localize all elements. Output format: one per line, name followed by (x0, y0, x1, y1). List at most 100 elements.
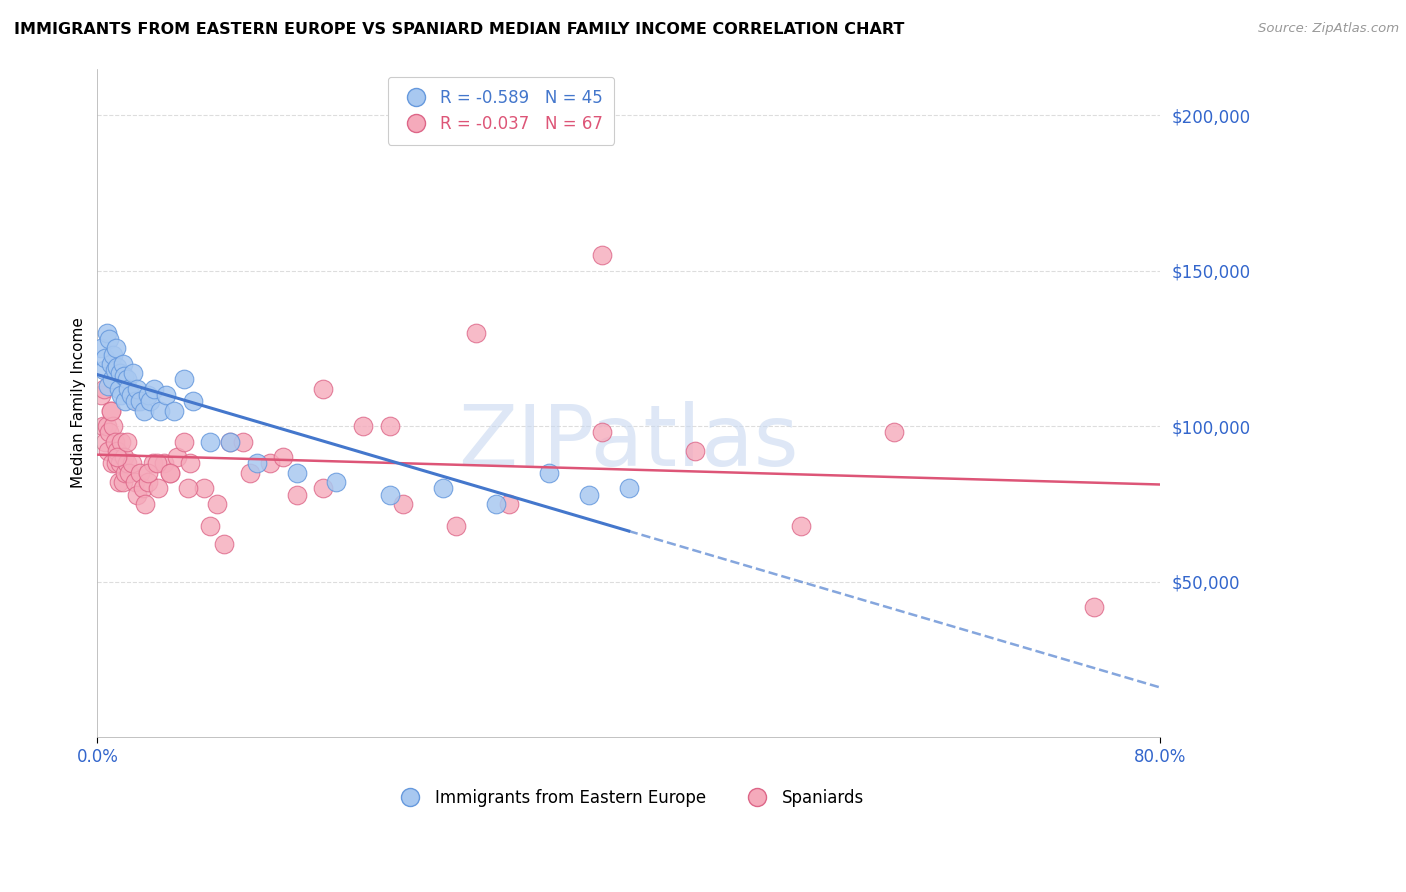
Point (103, 419, 125, 434)
Point (392, 497, 415, 511)
Point (124, 475, 146, 489)
Text: ZIPatlas: ZIPatlas (458, 401, 799, 484)
Point (790, 518, 813, 533)
Point (149, 403, 172, 417)
Point (124, 394, 146, 409)
Point (111, 475, 134, 489)
Y-axis label: Median Family Income: Median Family Income (72, 318, 86, 488)
Point (112, 450, 135, 465)
Point (179, 457, 201, 471)
Point (91, 419, 114, 434)
Point (136, 466, 159, 480)
Point (98, 425, 121, 440)
Point (143, 382, 166, 396)
Point (105, 450, 128, 465)
Point (883, 425, 905, 440)
Point (101, 372, 124, 386)
Point (117, 382, 139, 396)
Point (115, 457, 138, 471)
Point (128, 394, 150, 409)
Point (104, 457, 127, 471)
Point (103, 348, 125, 362)
Point (139, 394, 162, 409)
Point (155, 388, 177, 402)
Point (96, 419, 118, 434)
Text: Source: ZipAtlas.com: Source: ZipAtlas.com (1258, 22, 1399, 36)
Point (485, 497, 508, 511)
Point (111, 357, 134, 371)
Point (239, 466, 262, 480)
Point (108, 366, 131, 380)
Point (232, 434, 254, 449)
Point (148, 481, 170, 495)
Point (127, 382, 149, 396)
Point (212, 537, 235, 551)
Point (127, 394, 149, 409)
Point (115, 434, 138, 449)
Point (181, 394, 204, 409)
Point (176, 481, 198, 495)
Point (259, 457, 281, 471)
Point (325, 475, 347, 489)
Point (96, 326, 118, 340)
Point (94, 434, 117, 449)
Point (163, 403, 186, 417)
Point (465, 326, 488, 340)
Point (498, 497, 520, 511)
Point (108, 457, 131, 471)
Point (1083, 599, 1105, 614)
Point (683, 444, 706, 458)
Point (378, 419, 401, 434)
Point (166, 450, 188, 465)
Point (173, 434, 195, 449)
Point (112, 369, 135, 384)
Point (100, 403, 122, 417)
Point (200, 518, 222, 533)
Point (97, 444, 120, 458)
Point (246, 457, 269, 471)
Point (104, 342, 127, 356)
Point (159, 466, 181, 480)
Point (118, 466, 141, 480)
Point (120, 388, 142, 402)
Point (352, 419, 374, 434)
Point (110, 434, 132, 449)
Point (90, 342, 112, 356)
Point (432, 481, 454, 495)
Text: IMMIGRANTS FROM EASTERN EUROPE VS SPANIARD MEDIAN FAMILY INCOME CORRELATION CHAR: IMMIGRANTS FROM EASTERN EUROPE VS SPANIA… (14, 22, 904, 37)
Point (152, 457, 174, 471)
Point (115, 372, 138, 386)
Point (146, 457, 169, 471)
Point (591, 248, 613, 262)
Point (93, 363, 115, 377)
Point (219, 434, 242, 449)
Point (98, 332, 121, 346)
Point (219, 434, 242, 449)
Point (578, 487, 600, 501)
Point (285, 487, 308, 501)
Point (110, 388, 132, 402)
Point (200, 434, 222, 449)
Point (173, 372, 195, 386)
Point (93, 382, 115, 396)
Point (90, 388, 112, 402)
Point (285, 466, 308, 480)
Point (136, 388, 159, 402)
Point (132, 403, 155, 417)
Point (107, 475, 129, 489)
Point (159, 466, 181, 480)
Point (205, 497, 228, 511)
Point (105, 444, 128, 458)
Point (193, 481, 215, 495)
Legend: Immigrants from Eastern Europe, Spaniards: Immigrants from Eastern Europe, Spaniard… (387, 782, 870, 814)
Point (131, 481, 153, 495)
Point (591, 425, 613, 440)
Point (114, 394, 136, 409)
Point (104, 363, 127, 377)
Point (101, 457, 124, 471)
Point (142, 457, 165, 471)
Point (100, 357, 122, 371)
Point (312, 481, 335, 495)
Point (273, 450, 295, 465)
Point (444, 518, 467, 533)
